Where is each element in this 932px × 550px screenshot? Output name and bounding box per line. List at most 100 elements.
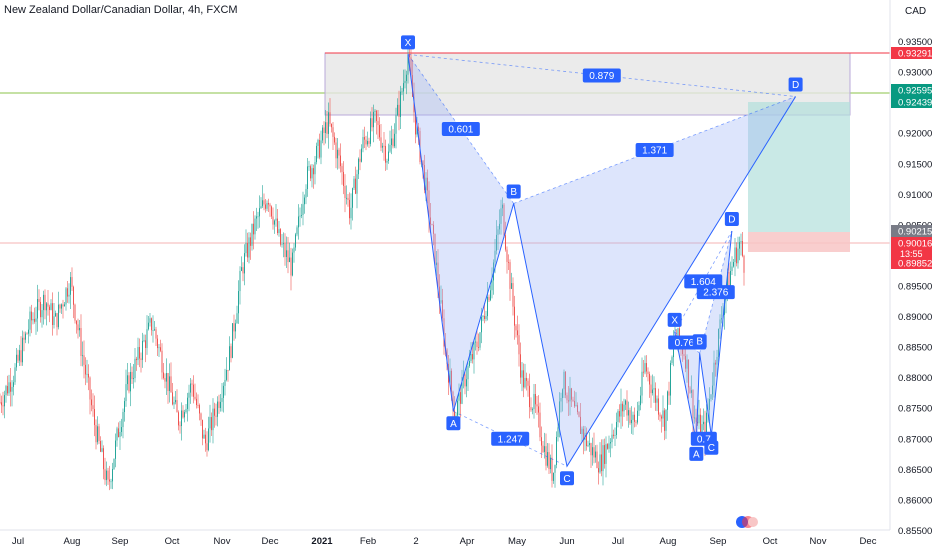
candle	[142, 332, 143, 368]
candle	[34, 307, 35, 324]
candle	[580, 402, 581, 435]
candle	[155, 326, 157, 346]
target-zone[interactable]	[748, 102, 850, 232]
ratio-label-ac[interactable]: 1.247	[491, 431, 530, 446]
candle	[737, 236, 739, 269]
candle	[119, 420, 121, 450]
time-tick: Apr	[460, 536, 475, 547]
candle	[181, 402, 182, 441]
candle	[508, 254, 509, 271]
ratio-label-xb[interactable]: 0.601	[441, 121, 480, 136]
candle	[280, 228, 281, 247]
candle	[434, 233, 436, 268]
candle	[254, 215, 256, 240]
price-axis[interactable]: 0.85500 0.86000 0.86500 0.87000 0.87500 0.880…	[889, 0, 932, 537]
candle	[518, 324, 520, 367]
candle	[616, 412, 617, 439]
harmonic-pattern-large[interactable]: 0.601 1.247 1.371 0.879 X A B C D	[401, 35, 803, 486]
candle	[248, 232, 250, 264]
candle	[110, 478, 112, 489]
candle	[217, 396, 218, 427]
time-tick: Dec	[860, 536, 877, 547]
candle	[91, 389, 92, 412]
candle	[214, 402, 215, 428]
price-tick: 0.93500	[898, 37, 932, 48]
point-label-a[interactable]: A	[446, 416, 461, 431]
ratio-label-xd[interactable]: 1.604	[684, 274, 723, 289]
price-label: 0.89852	[891, 257, 932, 270]
candle	[305, 184, 307, 205]
candle	[406, 70, 407, 95]
candle	[371, 107, 373, 132]
candle	[212, 398, 214, 444]
point-label-d[interactable]: D	[724, 212, 739, 226]
candle	[491, 267, 493, 299]
candle	[334, 132, 335, 145]
candle	[656, 395, 658, 412]
time-tick: Sep	[710, 536, 727, 547]
time-tick: Nov	[810, 536, 827, 547]
candle	[601, 439, 602, 477]
candle	[241, 256, 242, 272]
ratio-label-bd[interactable]: 1.371	[635, 143, 674, 158]
point-label-x[interactable]: X	[401, 35, 415, 50]
candle	[269, 202, 271, 217]
candle	[265, 198, 266, 213]
candle	[109, 465, 110, 491]
candle	[568, 386, 569, 417]
candle	[614, 427, 616, 446]
candle	[709, 387, 710, 421]
candle	[94, 395, 95, 437]
candle	[139, 338, 140, 368]
point-label-b[interactable]: B	[692, 334, 707, 349]
point-label-b[interactable]: B	[506, 184, 521, 199]
candle	[131, 366, 133, 384]
candle	[259, 195, 260, 228]
candle	[179, 421, 181, 434]
candle	[410, 45, 412, 79]
svg-text:B: B	[510, 187, 517, 198]
point-label-c[interactable]: C	[560, 471, 574, 486]
time-axis[interactable]: Jul Aug Sep Oct Nov Dec 2021 Feb 2 Apr May Jun Jul Au…	[0, 529, 890, 547]
candle	[514, 295, 515, 340]
candle	[506, 246, 508, 274]
candle	[74, 303, 76, 324]
price-tick: 0.85500	[898, 526, 932, 537]
ratio-label-bd[interactable]: 2.376	[696, 285, 735, 300]
candle	[221, 382, 223, 412]
point-label-a[interactable]: A	[689, 446, 704, 461]
candle	[632, 411, 634, 435]
price-tick: 0.89000	[898, 312, 932, 323]
candle	[535, 384, 536, 414]
candle	[401, 87, 403, 96]
candle	[548, 443, 550, 474]
candle	[500, 199, 502, 235]
candle	[538, 395, 539, 428]
candle	[344, 174, 346, 213]
svg-text:13:55: 13:55	[900, 249, 923, 259]
candle	[470, 342, 472, 364]
candle	[403, 69, 404, 101]
candle	[560, 392, 562, 413]
candle	[647, 367, 649, 382]
candle	[310, 164, 311, 182]
candle	[377, 109, 379, 140]
candle	[161, 343, 163, 380]
price-label: 0.92595	[891, 84, 932, 97]
svg-text:0.92439: 0.92439	[898, 98, 932, 109]
candle	[224, 368, 226, 396]
candle	[622, 401, 623, 427]
candle	[589, 432, 590, 452]
candle	[670, 360, 671, 405]
candle	[92, 393, 94, 417]
ratio-label-xd[interactable]: 0.879	[582, 68, 621, 83]
stop-zone[interactable]	[748, 232, 850, 252]
point-label-d[interactable]: D	[788, 77, 803, 92]
candle	[361, 144, 362, 163]
point-label-x[interactable]: X	[667, 312, 682, 327]
candle	[199, 403, 200, 421]
point-label-c[interactable]: C	[704, 440, 719, 455]
